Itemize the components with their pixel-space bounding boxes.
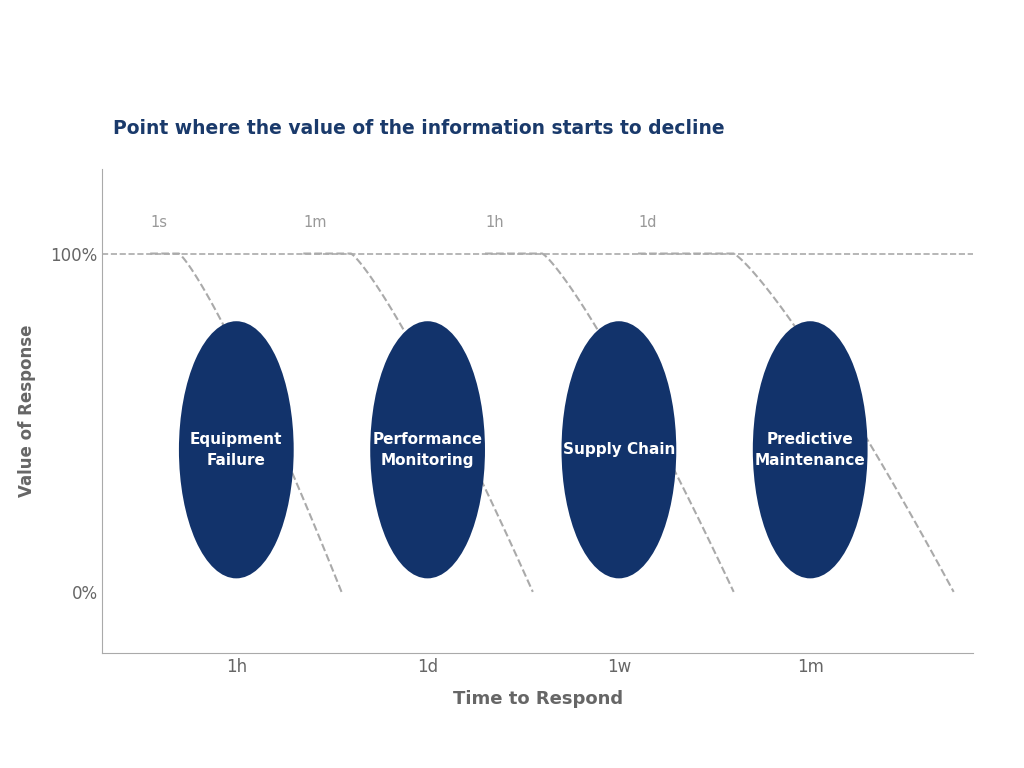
Text: Point where the value of the information starts to decline: Point where the value of the information…	[113, 119, 724, 138]
X-axis label: Time to Respond: Time to Respond	[453, 690, 623, 707]
Text: 1d: 1d	[638, 215, 656, 230]
Y-axis label: Value of Response: Value of Response	[18, 325, 37, 497]
Ellipse shape	[753, 321, 867, 578]
Text: Supply Chain: Supply Chain	[563, 442, 675, 457]
Text: Equipment
Failure: Equipment Failure	[190, 432, 283, 468]
Ellipse shape	[371, 321, 485, 578]
Text: 1s: 1s	[151, 215, 167, 230]
Text: Performance
Monitoring: Performance Monitoring	[373, 432, 482, 468]
Ellipse shape	[561, 321, 676, 578]
Ellipse shape	[179, 321, 294, 578]
Text: 1h: 1h	[485, 215, 504, 230]
Text: Predictive
Maintenance: Predictive Maintenance	[755, 432, 865, 468]
Text: 1m: 1m	[303, 215, 327, 230]
